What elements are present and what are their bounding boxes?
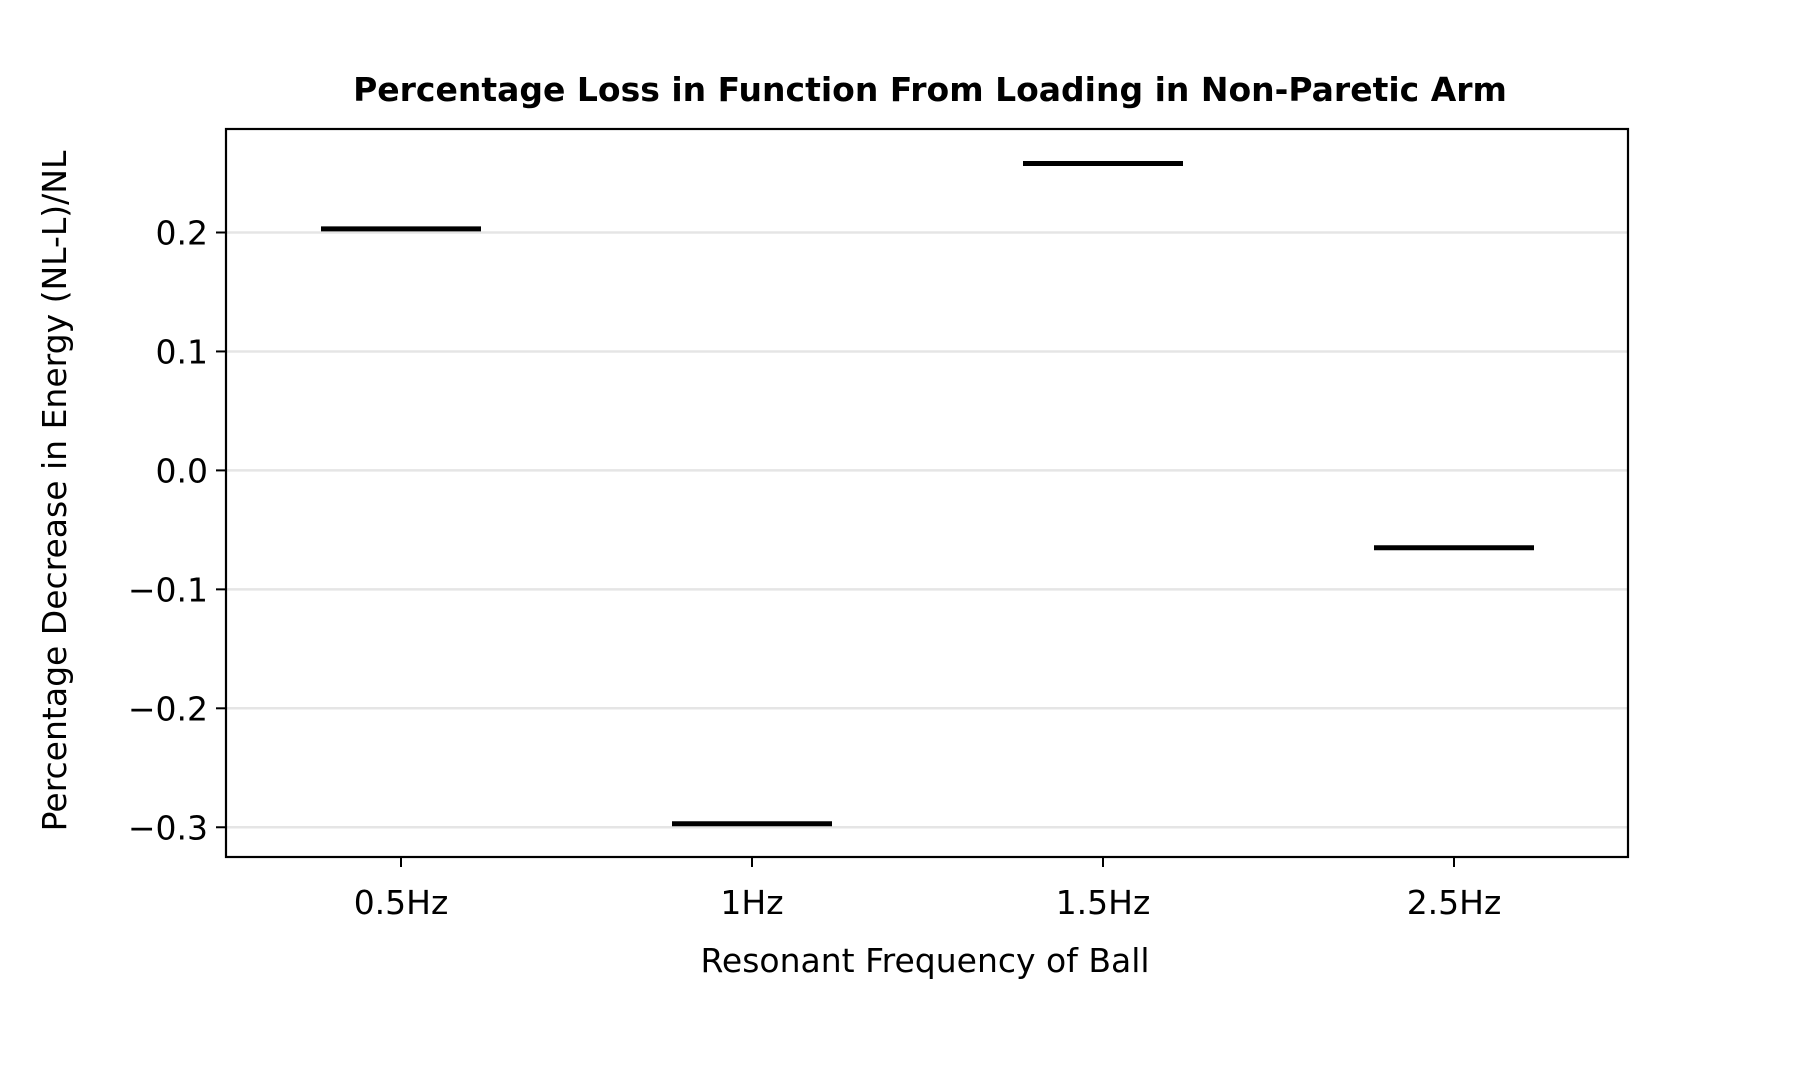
x-tick-label: 0.5Hz	[354, 883, 449, 922]
x-axis: 0.5Hz 1Hz 1.5Hz 2.5Hz	[354, 857, 1502, 922]
plot-frame	[224, 127, 1630, 859]
x-axis-label: Resonant Frequency of Ball	[700, 941, 1149, 980]
y-tick-label: −0.3	[128, 808, 208, 847]
y-tick-label: 0.1	[156, 332, 208, 371]
chart-title: Percentage Loss in Function From Loading…	[353, 70, 1507, 109]
y-tick-label: −0.1	[128, 570, 208, 609]
y-axis-label: Percentage Decrease in Energy (NL-L)/NL	[35, 150, 74, 831]
y-axis: 0.2 0.1 0.0 −0.1 −0.2 −0.3	[128, 213, 226, 847]
y-tick-label: 0.2	[156, 213, 208, 252]
x-tick-label: 1Hz	[720, 883, 783, 922]
y-tick-label: 0.0	[156, 451, 208, 490]
x-tick-label: 2.5Hz	[1407, 883, 1502, 922]
gridlines	[226, 231, 1628, 829]
data-marks	[321, 160, 1534, 827]
x-tick-label: 1.5Hz	[1056, 883, 1151, 922]
y-tick-label: −0.2	[128, 689, 208, 728]
